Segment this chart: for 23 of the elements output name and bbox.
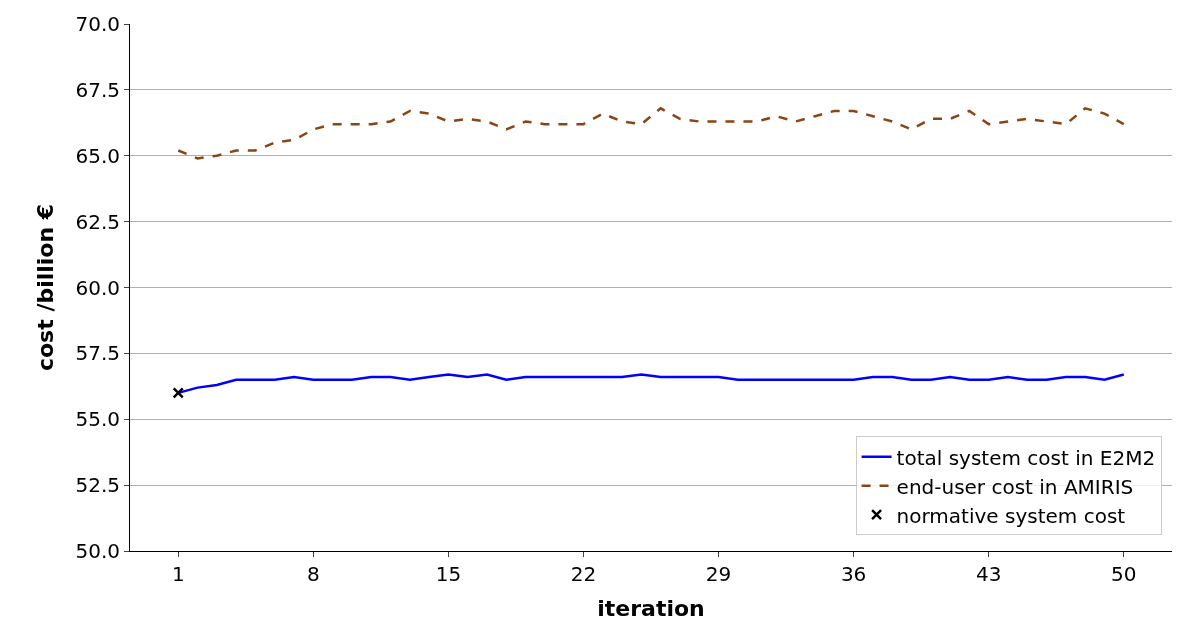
y-tick-label: 57.5 [75, 341, 120, 366]
y-tick-label: 60.0 [75, 275, 120, 300]
y-tick-label: 52.5 [75, 473, 120, 498]
x-tick-label: 1 [171, 562, 185, 586]
legend-label: total system cost in E2M2 [896, 445, 1156, 470]
x-tick-label: 43 [975, 562, 1002, 586]
line-series [176, 107, 1126, 160]
x-tick-label: 8 [306, 562, 320, 586]
y-tick-label: 50.0 [75, 539, 120, 563]
x-tick-label: 29 [705, 562, 732, 586]
x-axis-title: iteration [597, 595, 705, 621]
y-tick-label: 55.0 [75, 407, 120, 432]
y-tick-label: 65.0 [75, 143, 120, 168]
y-axis-title: cost /billion € [33, 203, 59, 372]
x-tick-label: 50 [1111, 562, 1137, 586]
y-tick-label: 70.0 [75, 12, 120, 36]
legend-label: normative system cost [896, 503, 1126, 528]
x-tick-label: 22 [570, 562, 597, 586]
x-tick-label: 15 [435, 562, 462, 586]
x-tick-label: 36 [840, 562, 867, 586]
legend-label: end-user cost in AMIRIS [896, 474, 1134, 499]
y-tick-label: 62.5 [75, 209, 120, 234]
y-tick-label: 67.5 [75, 77, 120, 102]
